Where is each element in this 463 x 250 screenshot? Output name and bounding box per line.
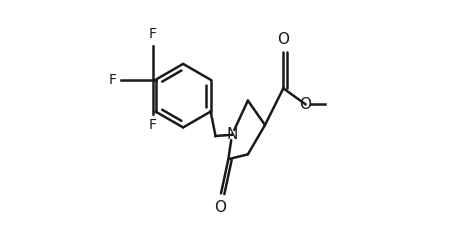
Text: O: O xyxy=(299,97,311,112)
Text: O: O xyxy=(213,200,225,214)
Text: F: F xyxy=(148,118,156,132)
Text: N: N xyxy=(226,127,237,142)
Text: F: F xyxy=(108,73,116,87)
Text: O: O xyxy=(277,32,289,47)
Text: F: F xyxy=(148,27,156,41)
